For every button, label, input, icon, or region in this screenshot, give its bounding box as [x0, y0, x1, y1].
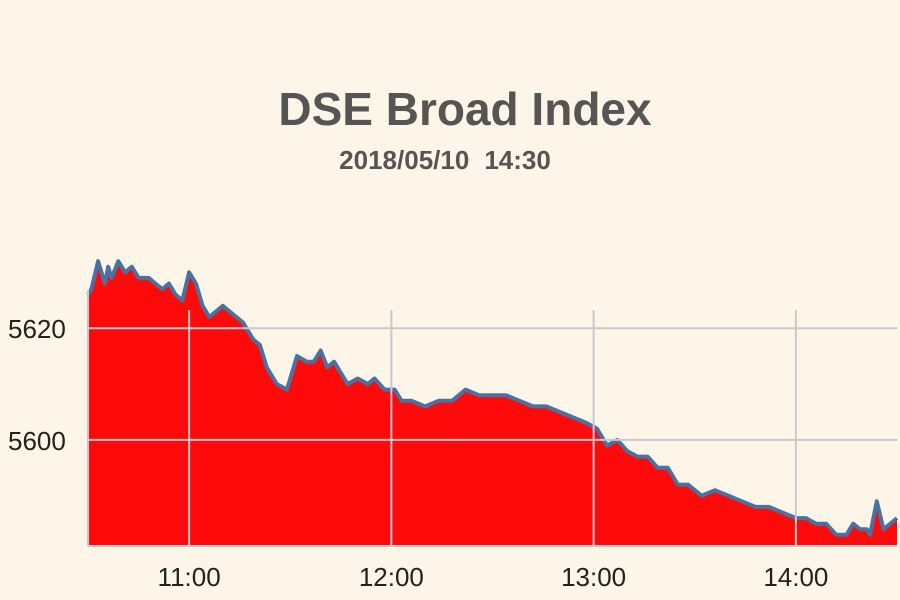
chart-subtitle: 2018/05/10 14:30	[339, 145, 551, 175]
x-tick-label: 14:00	[763, 562, 828, 592]
x-tick-label: 12:00	[359, 562, 424, 592]
y-tick-label: 5620	[8, 314, 66, 344]
chart-title: DSE Broad Index	[278, 83, 652, 135]
x-tick-label: 11:00	[158, 562, 221, 592]
area-series	[86, 259, 899, 546]
series-line	[86, 259, 899, 537]
grid	[88, 310, 897, 546]
x-tick-label: 13:00	[561, 562, 626, 592]
area-fill	[88, 261, 897, 546]
y-tick-label: 5600	[8, 426, 66, 456]
tick-labels: 5600 5620 11:00 12:00 13:00 14:00	[8, 314, 828, 592]
axes	[87, 290, 897, 547]
